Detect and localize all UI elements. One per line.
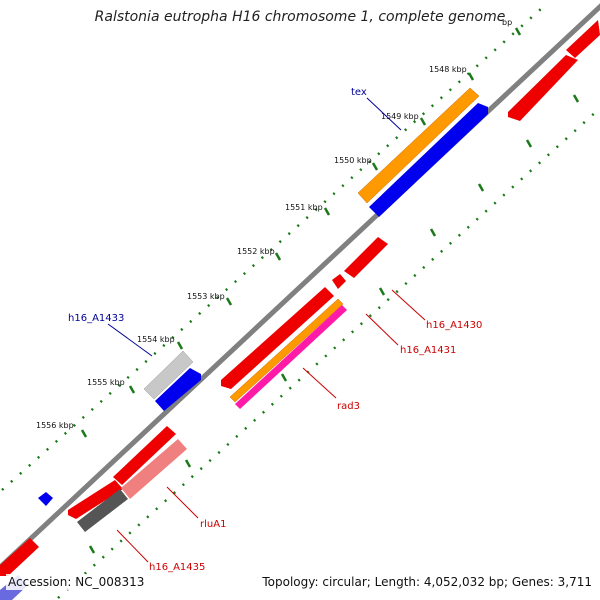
- gene-red-lower-2[interactable]: [113, 426, 176, 485]
- leader-lines: [107, 97, 426, 563]
- gene-label-h16_A1430[interactable]: h16_A1430: [426, 320, 482, 331]
- gene-label-h16_A1431[interactable]: h16_A1431: [400, 345, 456, 356]
- gene-h16_A1435[interactable]: [77, 489, 128, 532]
- gene-rluA1[interactable]: [121, 439, 187, 499]
- tick-label-1550: 1550 kbp: [334, 156, 372, 165]
- gene-label-h16_A1435[interactable]: h16_A1435: [149, 562, 205, 573]
- gene-rad3-magenta[interactable]: [235, 305, 347, 409]
- gene-tex-orange[interactable]: [357, 87, 480, 204]
- gene-rad3-orange[interactable]: [229, 298, 344, 403]
- gene-h16_A1433-gray[interactable]: [143, 350, 194, 400]
- gene-tex-blue[interactable]: [369, 103, 488, 217]
- map-title: Ralstonia eutropha H16 chromosome 1, com…: [94, 9, 506, 25]
- gene-upper-right-2[interactable]: [566, 20, 600, 58]
- chromosome-backbone: [0, 3, 600, 571]
- inner-tick-line: [57, 109, 599, 599]
- gene-label-rad3[interactable]: rad3: [337, 401, 360, 412]
- tick-label-top: bp: [502, 18, 512, 27]
- gene-label-h16_A1433[interactable]: h16_A1433: [68, 313, 124, 324]
- tick-label-1556: 1556 kbp: [36, 421, 74, 430]
- tick-label-1552: 1552 kbp: [237, 247, 275, 256]
- gene-label-tex[interactable]: tex: [351, 87, 367, 98]
- tick-label-1554: 1554 kbp: [137, 335, 175, 344]
- gene-red-lower-1[interactable]: [68, 480, 123, 519]
- gene-label-rluA1[interactable]: rluA1: [200, 519, 226, 530]
- gene-h16_A1431[interactable]: [221, 287, 334, 389]
- tick-label-1551: 1551 kbp: [285, 203, 323, 212]
- tick-label-1555: 1555 kbp: [87, 378, 125, 387]
- gene-small-blue[interactable]: [38, 492, 53, 506]
- gene-red-bottom-left[interactable]: [0, 538, 39, 576]
- tick-label-1548: 1548 kbp: [429, 65, 467, 74]
- gene-h16_A1433-blue[interactable]: [155, 368, 201, 411]
- accession-label: Accession: NC_008313: [6, 574, 147, 590]
- tick-label-1553: 1553 kbp: [187, 292, 225, 301]
- gene-small-red[interactable]: [332, 274, 346, 289]
- tick-label-1549: 1549 kbp: [381, 112, 419, 121]
- outer-tick-line: [1, 7, 543, 491]
- outer-major-ticks: [80, 27, 522, 438]
- genome-stats-label: Topology: circular; Length: 4,052,032 bp…: [260, 574, 594, 590]
- gene-h16_A1430[interactable]: [344, 237, 388, 278]
- gene-upper-right-1[interactable]: [508, 55, 578, 121]
- inner-major-ticks: [88, 94, 580, 554]
